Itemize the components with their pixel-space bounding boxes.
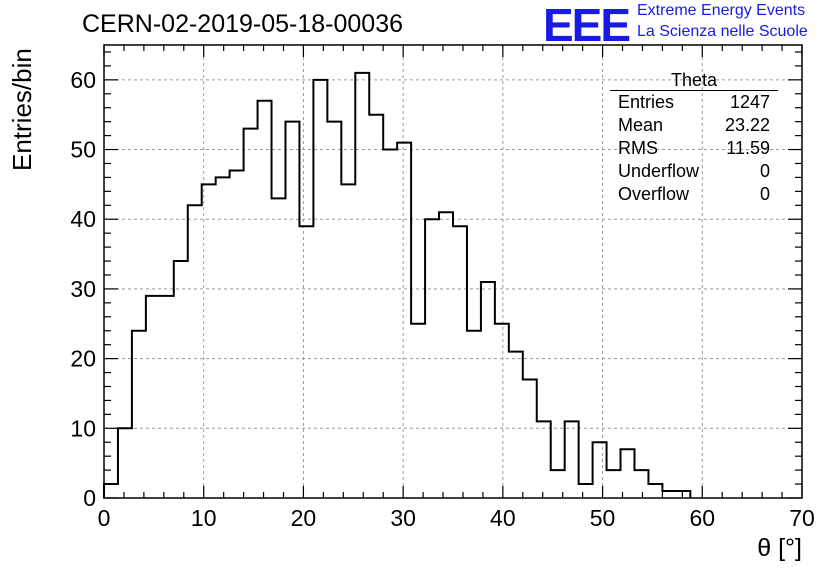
histogram-bin (258, 101, 272, 498)
y-tick-label: 30 (70, 276, 96, 302)
histogram-bin (593, 442, 607, 498)
histogram-bin (467, 331, 481, 498)
stats-value: 0 (759, 161, 770, 181)
histogram-bin (230, 170, 244, 498)
histogram-bin (579, 484, 593, 498)
x-tick-label: 0 (98, 505, 111, 531)
histogram-bin (285, 122, 299, 498)
histogram-bin (104, 484, 118, 498)
stats-row-overflow: Overflow 0 (610, 183, 778, 206)
stats-row-rms: RMS 11.59 (610, 137, 778, 160)
histogram-bin (327, 122, 341, 498)
histogram-bin (397, 143, 411, 498)
histogram-bin (439, 212, 453, 498)
histogram-bin (146, 296, 160, 498)
y-tick-label: 20 (70, 346, 96, 372)
y-tick-label: 0 (83, 485, 96, 511)
y-axis-label: Entries/bin (7, 48, 37, 171)
plot-frame (103, 44, 803, 499)
x-tick-label: 60 (689, 505, 715, 531)
histogram-bin (188, 205, 202, 498)
stats-value: 0 (759, 184, 770, 204)
histogram-bin (118, 428, 132, 498)
logo-subtitle-line1: Extreme Energy Events (637, 2, 806, 19)
stats-label: Underflow (618, 161, 700, 181)
histogram-bin (216, 177, 230, 498)
y-tick-label: 40 (70, 206, 96, 232)
histogram-bin (495, 324, 509, 498)
histogram-bin (160, 296, 174, 498)
histogram-bin (411, 324, 425, 498)
stats-label: RMS (618, 138, 658, 158)
histogram-bin (355, 73, 369, 498)
y-tick-label: 60 (70, 67, 96, 93)
stats-value: 23.22 (724, 115, 770, 135)
histogram-bin (299, 226, 313, 498)
x-tick-label: 30 (390, 505, 416, 531)
histogram-bin (313, 80, 327, 498)
histogram-bin (481, 282, 495, 498)
x-tick-label: 50 (590, 505, 616, 531)
histogram-bin (272, 198, 286, 498)
histogram-bin (425, 219, 439, 498)
stats-title: Theta (610, 70, 778, 91)
histogram-bin (383, 150, 397, 498)
stats-row-entries: Entries 1247 (610, 91, 778, 114)
logo-subtitle-line2: La Scienza nelle Scuole (637, 23, 808, 40)
histogram-bin (174, 261, 188, 498)
stats-row-mean: Mean 23.22 (610, 114, 778, 137)
stats-value: 1247 (729, 92, 770, 112)
stats-label: Entries (618, 92, 675, 112)
histogram-bin (537, 421, 551, 498)
histogram-bin (551, 470, 565, 498)
histogram-bin (634, 470, 648, 498)
histogram-bin (565, 421, 579, 498)
x-axis-label: θ [°] (757, 534, 802, 562)
histogram-series-line (103, 71, 692, 498)
x-tick-label: 20 (291, 505, 317, 531)
stats-value: 11.59 (726, 138, 770, 158)
histogram-bin (202, 184, 216, 498)
stats-label: Mean (618, 115, 664, 135)
stats-row-underflow: Underflow 0 (610, 160, 778, 183)
histogram-bin (523, 380, 537, 498)
histogram-bin (676, 491, 690, 498)
histogram-bin (369, 115, 383, 498)
histogram-bin (341, 184, 355, 498)
histogram-bin (648, 484, 662, 498)
histogram-bin (132, 331, 146, 498)
stats-box: Theta Entries 1247 Mean 23.22 RMS 11.59 … (610, 70, 778, 206)
histogram-bin (509, 352, 523, 498)
y-tick-label: 50 (70, 137, 96, 163)
eee-logo: EEE (543, 0, 631, 51)
histogram-bin (453, 226, 467, 498)
histogram-bin (662, 491, 676, 498)
histogram-bin (244, 129, 258, 498)
histogram-bin (621, 449, 635, 498)
chart-title: CERN-02-2019-05-18-00036 (82, 10, 404, 38)
y-tick-label: 10 (70, 415, 96, 441)
x-tick-label: 70 (789, 505, 815, 531)
histogram-bin (607, 470, 621, 498)
x-tick-label: 40 (490, 505, 516, 531)
stats-label: Overflow (618, 184, 690, 204)
x-tick-label: 10 (191, 505, 217, 531)
